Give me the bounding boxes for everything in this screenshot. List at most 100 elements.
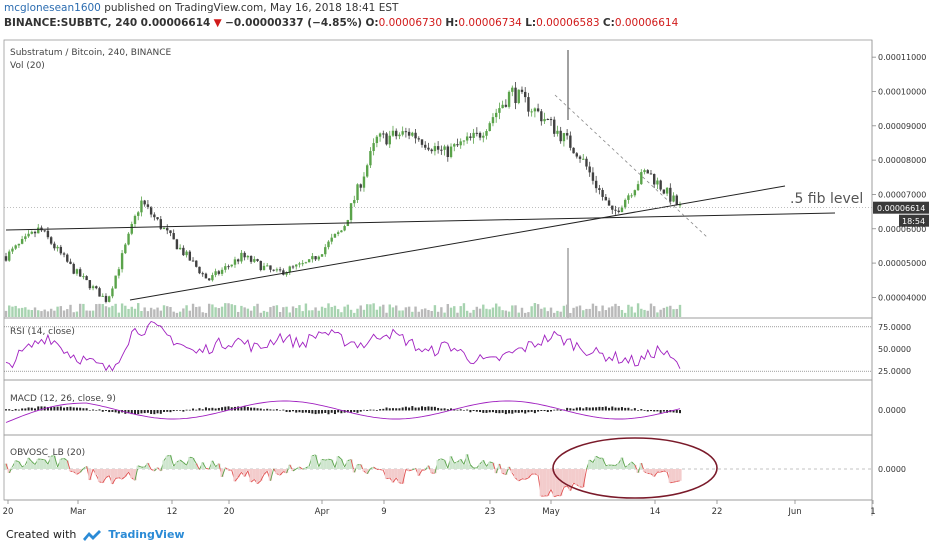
obv-line-segment [331,459,336,468]
obv-line-segment [321,458,326,461]
candle [549,119,553,121]
macd-histogram-bar [108,410,111,413]
volume-bar [346,304,350,317]
volume-bar [604,310,608,317]
macd-histogram-bar [17,409,20,411]
candle [556,130,559,134]
candle [385,133,388,145]
candle [678,204,682,206]
candle [356,184,359,201]
volume-bar [240,305,243,317]
macd-histogram-bar [259,408,262,411]
obv-line-segment [263,470,268,475]
obv-line-segment [18,461,23,468]
candle [359,184,362,188]
volume-bar [20,307,24,317]
candle [11,248,14,252]
highlight-ellipse [552,437,718,499]
candle [117,269,121,276]
close-label: C: [602,17,615,29]
candle [256,259,259,261]
macd-histogram-bar [424,406,427,411]
candle [585,158,588,167]
macd-histogram-bar [198,408,201,411]
candle [75,269,79,274]
candle [395,130,398,137]
obv-line-segment [260,474,265,481]
candle [149,206,153,215]
y-tick-label: 0.00009000 [878,122,926,131]
volume-bar [178,311,182,317]
volume-bar [640,308,643,317]
macd-histogram-bar [201,409,204,411]
macd-histogram-bar [114,410,117,413]
volume-bar [336,309,340,317]
volume-spike [567,248,569,318]
candle [553,119,556,134]
volume-bar [195,306,198,317]
macd-histogram-bar [269,409,272,411]
obv-line-segment [138,465,142,468]
candle [162,228,166,230]
volume-bar [482,304,485,317]
macd-histogram-bar [611,406,614,411]
obv-line-segment [582,469,587,488]
tradingview-brand[interactable]: TradingView [108,528,185,541]
volume-bar [462,303,466,317]
volume-bar [259,312,262,317]
volume-bar [66,309,69,317]
obv-line-segment [466,454,471,466]
candle [498,108,501,113]
macd-pane-title: MACD (12, 26, close, 9) [10,394,116,404]
candle [275,269,279,271]
macd-histogram-bar [421,406,424,411]
obv-line-segment [221,467,226,477]
macd-histogram-bar [301,410,304,413]
volume-bar [559,311,562,317]
macd-histogram-bar [40,406,43,411]
obv-line-segment [234,477,239,482]
macd-histogram-bar [495,410,498,414]
macd-histogram-bar [359,410,362,412]
candle [536,108,540,112]
macd-histogram-bar [266,408,269,411]
rsi-y-tick: 75.0000 [878,323,911,332]
macd-histogram-bar [440,408,443,411]
candle [282,270,285,275]
macd-histogram-bar [627,407,630,411]
obv-line-segment [676,480,681,482]
y-tick-label: 0.00010000 [878,87,926,96]
volume-bar [301,311,304,317]
rsi-y-tick: 50.0000 [878,345,911,354]
macd-histogram-bar [385,407,388,411]
obv-line-segment [386,477,390,480]
author-link[interactable]: mcglonesean1600 [4,2,101,14]
macd-histogram-bar [537,410,540,412]
macd-histogram-bar [643,410,646,411]
volume-bar [543,307,546,317]
volume-bar [385,312,388,317]
volume-bar [585,308,588,317]
obv-line-segment [525,477,529,480]
volume-bar [375,309,379,317]
volume-bar [320,306,324,317]
macd-histogram-bar [572,408,575,411]
volume-bar [140,311,143,317]
close-value: 0.00006614 [614,17,679,29]
candle [66,254,69,262]
macd-histogram-bar [82,408,85,411]
candle [524,91,527,98]
obv-line-segment [418,469,423,476]
candle [604,196,608,201]
macd-histogram-bar [395,408,398,411]
candle [675,195,678,205]
macd-histogram-bar [598,406,601,411]
candle [353,200,356,204]
x-tick-label: 12 [167,507,178,517]
candle [240,252,243,262]
volume-bar [362,309,366,317]
volume-bar [153,309,156,317]
ascending-trendline [129,185,786,301]
macd-histogram-bar [195,409,198,411]
